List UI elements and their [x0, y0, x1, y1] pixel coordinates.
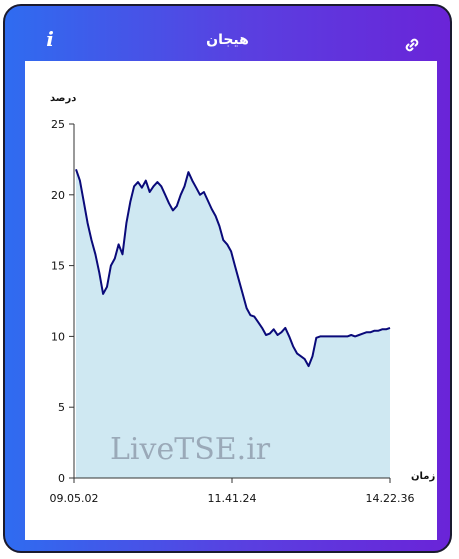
- y-tick-label: 25: [51, 118, 65, 131]
- x-tick-label: 09.05.02: [50, 492, 99, 505]
- y-tick-label: 20: [51, 189, 65, 202]
- y-tick-label: 5: [58, 401, 65, 414]
- chart: درصد زمان LiveTSE.ir 0 5 10 15 20 25 09.05.02 11…: [50, 93, 436, 505]
- y-tick-label: 0: [58, 472, 65, 485]
- x-axis-title: زمان: [411, 471, 435, 482]
- watermark: LiveTSE.ir: [110, 432, 271, 467]
- y-tick-label: 15: [51, 260, 65, 273]
- series-line: [75, 168, 391, 368]
- x-tick-label: 11.41.24: [208, 492, 257, 505]
- info-button[interactable]: i: [46, 27, 54, 51]
- y-axis-title: درصد: [50, 93, 76, 104]
- series-area: [76, 169, 390, 479]
- link-icon[interactable]: [403, 36, 421, 54]
- header: i هیجان: [5, 6, 450, 60]
- x-tick-label: 14.22.36: [366, 492, 415, 505]
- app-window: i هیجان درصد زمان LiveTSE.ir 0 5 10 15 20 25 09…: [3, 4, 452, 553]
- chart-panel: درصد زمان LiveTSE.ir 0 5 10 15 20 25 09.05.02 11…: [25, 61, 437, 540]
- y-tick-label: 10: [51, 330, 65, 343]
- page-title: هیجان: [206, 32, 249, 48]
